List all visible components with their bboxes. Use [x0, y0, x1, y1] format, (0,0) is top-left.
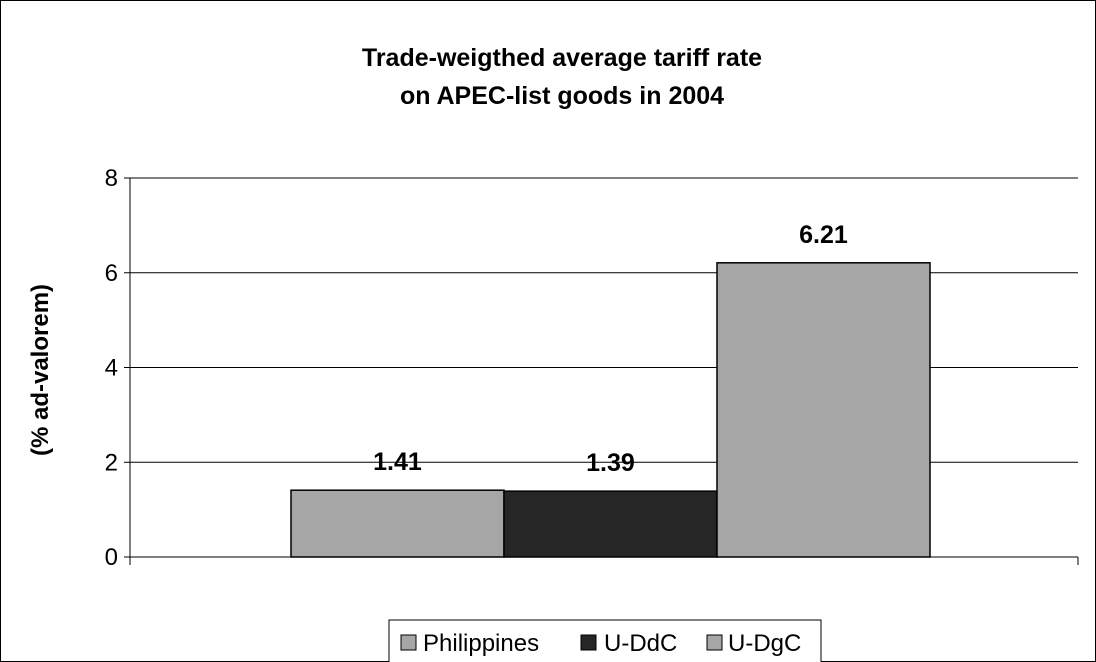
legend-label-u-ddc: U-DdC [604, 630, 677, 657]
data-label-u-ddc: 1.39 [586, 449, 635, 477]
bar-philippines [290, 489, 505, 558]
data-label-u-dgc: 6.21 [799, 221, 848, 249]
legend-swatch-u-dgc [706, 634, 723, 651]
legend: Philippines U-DdC U-DgC [388, 619, 822, 662]
y-axis-label: (% ad-valorem) [27, 284, 54, 456]
legend-box [388, 619, 822, 662]
y-tick-label-8: 8 [105, 165, 118, 192]
gridlines [130, 177, 1078, 463]
y-tick-label-6: 6 [105, 260, 118, 287]
data-label-philippines: 1.41 [373, 448, 422, 476]
data-labels: 1.41 1.39 6.21 [373, 221, 848, 477]
y-tick-label-2: 2 [105, 449, 118, 476]
chart-title: Trade-weigthed average tariff rate on AP… [362, 44, 762, 110]
y-tick-label-4: 4 [105, 355, 118, 382]
legend-label-u-dgc: U-DgC [728, 630, 801, 657]
legend-swatch-philippines [400, 634, 417, 651]
legend-label-philippines: Philippines [423, 630, 539, 657]
legend-swatch-u-ddc [580, 634, 597, 651]
chart-title-line-2: on APEC-list goods in 2004 [400, 82, 724, 110]
chart-title-line-1: Trade-weigthed average tariff rate [362, 44, 762, 72]
bar-u-ddc [503, 490, 718, 558]
axes [124, 177, 1079, 565]
bars [290, 262, 931, 558]
y-tick-labels: 0 2 4 6 8 [105, 165, 118, 571]
y-tick-label-0: 0 [105, 544, 118, 571]
bar-u-dgc [716, 262, 931, 558]
